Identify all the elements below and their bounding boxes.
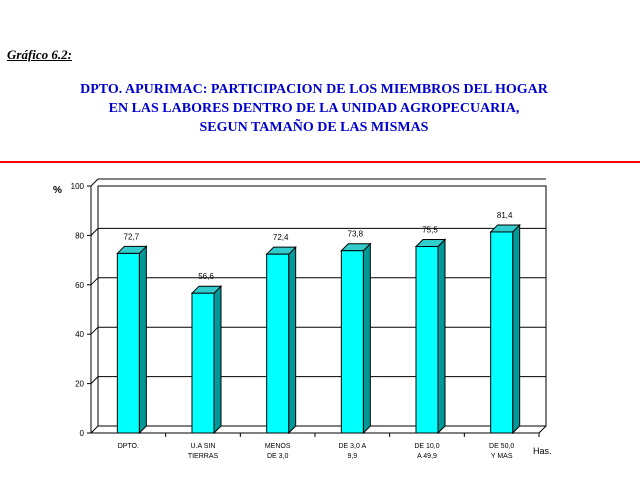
bar bbox=[340, 250, 364, 434]
bar-side bbox=[437, 238, 446, 435]
x-tick-label: U.A SIN bbox=[191, 443, 216, 450]
y-tick-label: 60 bbox=[75, 281, 84, 290]
bar bbox=[415, 246, 439, 434]
side-wall-line bbox=[90, 376, 99, 384]
header-divider bbox=[0, 161, 640, 163]
x-tick-label: 9,9 bbox=[347, 453, 357, 460]
chart-title-line-1: DPTO. APURIMAC: PARTICIPACION DE LOS MIE… bbox=[80, 82, 548, 97]
chart-title: DPTO. APURIMAC: PARTICIPACION DE LOS MIE… bbox=[0, 80, 628, 137]
floor-edge-line bbox=[538, 425, 547, 434]
x-tick-label: DPTO. bbox=[118, 443, 139, 450]
x-tick-label: TIERRAS bbox=[188, 453, 219, 460]
bar-side bbox=[138, 245, 147, 435]
x-tick-label: DE 3,0 bbox=[267, 453, 289, 460]
side-wall-line bbox=[90, 178, 99, 187]
plot-area-frame bbox=[97, 185, 547, 427]
bar bbox=[116, 252, 140, 434]
bar-side bbox=[512, 223, 521, 435]
data-label: 73,8 bbox=[348, 230, 364, 239]
data-label: 75,5 bbox=[422, 226, 438, 235]
y-tick-label: 80 bbox=[75, 231, 84, 240]
x-tick-label: DE 3,0 A bbox=[339, 443, 367, 450]
chart-title-line-3: SEGUN TAMAÑO DE LAS MISMAS bbox=[199, 120, 429, 135]
bar bbox=[191, 292, 215, 434]
bar-side bbox=[213, 284, 222, 435]
x-tick-label: DE 50,0 bbox=[489, 443, 514, 450]
y-axis-label: % bbox=[53, 185, 62, 196]
bar-side bbox=[362, 242, 371, 435]
y-tick-label: 40 bbox=[75, 330, 84, 339]
data-label: 81,4 bbox=[497, 211, 513, 220]
x-tick-label: MENOS bbox=[265, 443, 291, 450]
side-wall-line bbox=[90, 277, 99, 286]
x-tick-label: Y MAS bbox=[491, 453, 513, 460]
chart-title-line-2: EN LAS LABORES DENTRO DE LA UNIDAD AGROP… bbox=[108, 101, 520, 116]
x-tick-label: A 49,9 bbox=[417, 453, 437, 460]
side-wall-line bbox=[90, 326, 99, 335]
y-tick-label: 100 bbox=[71, 182, 85, 191]
bar bbox=[266, 253, 290, 434]
data-label: 56,6 bbox=[198, 272, 214, 281]
y-tick-label: 20 bbox=[75, 380, 84, 389]
side-wall-line bbox=[90, 228, 99, 236]
bar-side bbox=[288, 245, 297, 435]
data-label: 72,7 bbox=[124, 232, 140, 241]
y-tick-label: 0 bbox=[80, 429, 85, 438]
x-tick-label: DE 10,0 bbox=[414, 443, 439, 450]
side-wall-line bbox=[90, 425, 99, 434]
x-axis-label: Has. bbox=[533, 446, 552, 456]
bar bbox=[490, 231, 514, 434]
figure-caption: Gráfico 6.2: bbox=[7, 47, 72, 62]
data-label: 72,4 bbox=[273, 233, 289, 242]
